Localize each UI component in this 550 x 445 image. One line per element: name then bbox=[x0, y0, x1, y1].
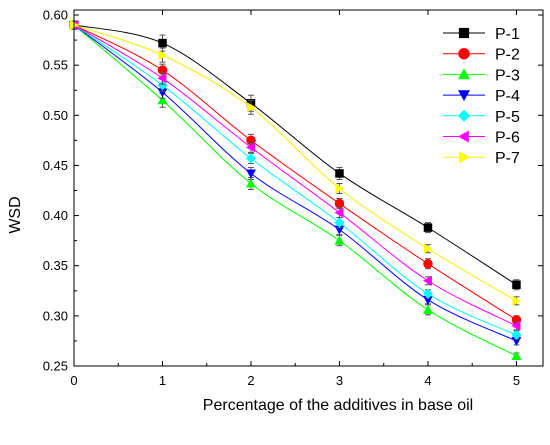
data-point bbox=[245, 178, 256, 188]
legend-label: P-1 bbox=[495, 26, 520, 43]
x-tick-label: 5 bbox=[513, 373, 520, 388]
fit-line bbox=[73, 24, 517, 302]
data-point bbox=[512, 295, 522, 306]
data-point bbox=[334, 217, 345, 228]
x-tick-label: 2 bbox=[247, 373, 254, 388]
y-tick-label: 0.60 bbox=[43, 8, 68, 23]
x-tick-label: 1 bbox=[159, 373, 166, 388]
data-point bbox=[334, 198, 345, 209]
fit-line bbox=[73, 24, 517, 336]
series-p-4 bbox=[69, 20, 522, 346]
data-point bbox=[245, 153, 256, 164]
data-point bbox=[511, 350, 522, 360]
legend-label: P-4 bbox=[495, 88, 520, 105]
legend-label: P-5 bbox=[495, 109, 520, 126]
data-point bbox=[422, 275, 432, 286]
data-point bbox=[511, 320, 521, 331]
y-tick-label: 0.35 bbox=[43, 258, 68, 273]
y-tick-label: 0.25 bbox=[43, 359, 68, 374]
x-tick-label: 0 bbox=[70, 373, 77, 388]
y-tick-label: 0.50 bbox=[43, 108, 68, 123]
data-point bbox=[157, 95, 168, 105]
data-point bbox=[422, 304, 433, 314]
data-point bbox=[334, 235, 345, 245]
y-axis-label: WSD bbox=[7, 196, 24, 233]
legend-label: P-3 bbox=[495, 67, 520, 84]
series-p-5 bbox=[69, 20, 522, 340]
data-point bbox=[245, 169, 256, 179]
data-point bbox=[423, 258, 433, 269]
data-point bbox=[158, 38, 167, 48]
data-point bbox=[246, 102, 256, 113]
data-point bbox=[158, 50, 168, 61]
legend-marker bbox=[458, 130, 469, 143]
plot-layer bbox=[69, 20, 522, 360]
fit-line bbox=[73, 24, 517, 327]
data-point bbox=[512, 280, 521, 290]
legend-marker bbox=[458, 48, 470, 60]
data-point bbox=[245, 142, 255, 153]
legend-label: P-7 bbox=[495, 150, 520, 167]
plot-frame bbox=[73, 9, 544, 367]
legend-label: P-6 bbox=[495, 130, 520, 147]
series-p-1 bbox=[69, 20, 521, 291]
data-point bbox=[157, 88, 168, 98]
x-tick-label: 3 bbox=[336, 373, 343, 388]
data-point bbox=[422, 288, 433, 299]
y-tick-label: 0.40 bbox=[43, 208, 68, 223]
legend-marker bbox=[458, 68, 470, 80]
y-tick-label: 0.30 bbox=[43, 308, 68, 323]
data-point bbox=[335, 183, 345, 194]
y-tick-label: 0.55 bbox=[43, 58, 68, 73]
data-point bbox=[157, 80, 168, 91]
fit-line bbox=[73, 24, 517, 357]
data-point bbox=[423, 223, 433, 232]
axis-layer: 0 1 2 3 4 5 0.25 0.30 0.35 0.40 0.45 0.50 0.55 0.60 bbox=[43, 8, 543, 388]
data-point bbox=[157, 73, 167, 84]
legend-label: P-2 bbox=[495, 47, 520, 64]
y-tick-label: 0.45 bbox=[43, 158, 68, 173]
data-point bbox=[423, 243, 433, 254]
legend-marker bbox=[459, 151, 470, 164]
series-p-2 bbox=[69, 20, 522, 325]
legend: P-1 P-2 P-3 P-4 P-5 P-6 P-7 bbox=[443, 26, 520, 167]
legend-marker bbox=[458, 109, 470, 122]
x-tick-label: 4 bbox=[424, 373, 431, 388]
legend-marker bbox=[458, 27, 470, 39]
fit-line bbox=[73, 24, 517, 342]
data-point bbox=[511, 329, 522, 340]
legend-marker bbox=[458, 90, 470, 102]
series-p-7 bbox=[70, 20, 522, 306]
data-point bbox=[334, 207, 344, 218]
series-p-3 bbox=[69, 20, 522, 360]
data-point bbox=[335, 169, 344, 178]
x-axis-label: Percentage of the additives in base oil bbox=[203, 397, 473, 414]
